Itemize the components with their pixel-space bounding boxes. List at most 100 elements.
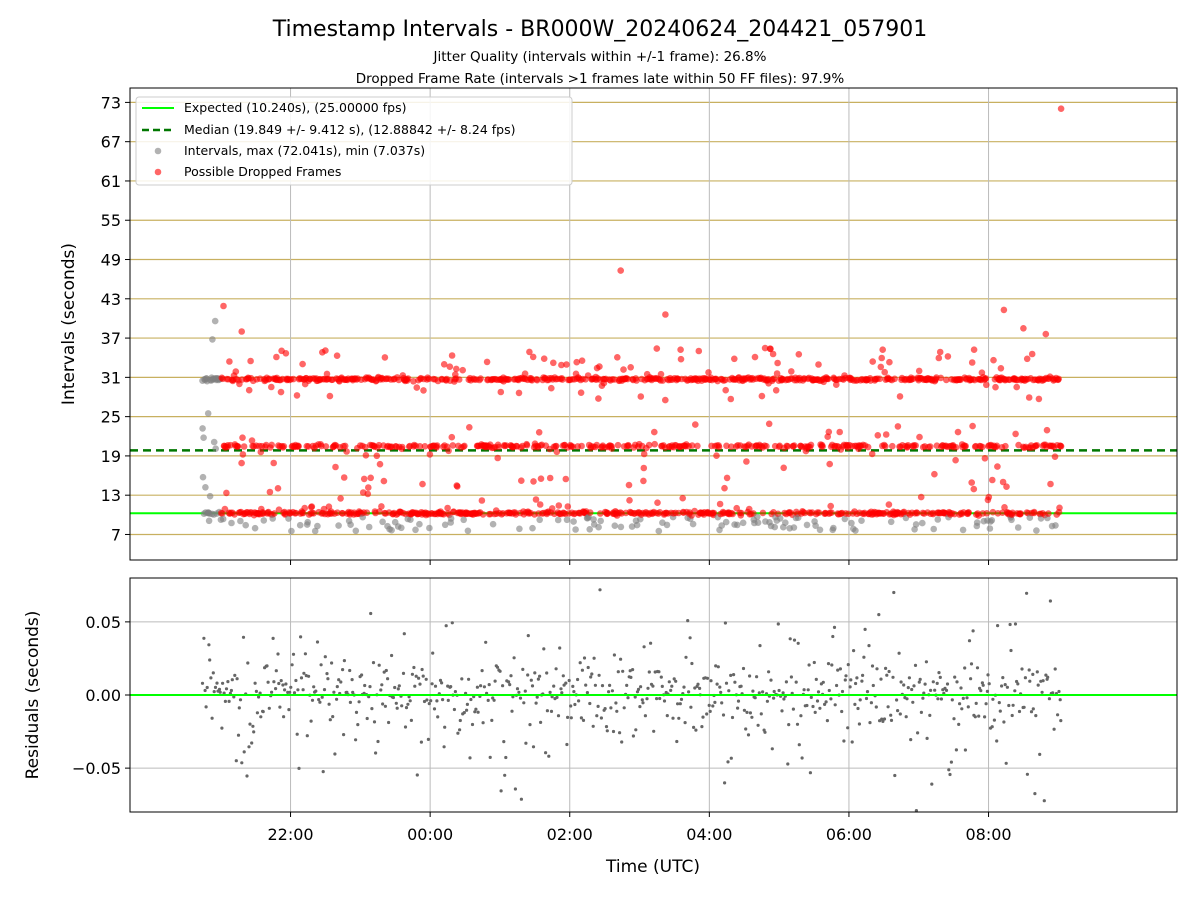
interval-point [478, 497, 486, 504]
residual-point [254, 689, 258, 694]
residual-point [910, 687, 914, 692]
residual-point [733, 680, 737, 684]
residual-point [406, 702, 410, 706]
residual-point [611, 729, 616, 734]
residual-point [420, 667, 424, 672]
residual-point [588, 701, 592, 706]
residual-point [492, 698, 496, 702]
residual-point [884, 666, 888, 671]
interval-point [533, 376, 541, 384]
interval-point [308, 503, 316, 510]
interval-point [657, 370, 665, 378]
residual-point [658, 696, 662, 701]
interval-point [379, 518, 386, 526]
interval-point [761, 344, 769, 352]
residual-point [573, 702, 577, 707]
residual-point [495, 665, 500, 669]
residual-point [475, 685, 479, 689]
residual-point [1000, 684, 1004, 688]
residual-point [885, 673, 889, 677]
residual-point [230, 678, 234, 682]
residual-point [456, 731, 460, 735]
interval-point [722, 386, 729, 394]
residual-point [1033, 792, 1037, 796]
interval-point [416, 443, 424, 450]
residual-point [818, 706, 822, 710]
residual-point [589, 675, 593, 679]
interval-point [836, 428, 843, 436]
residual-point [1008, 622, 1012, 627]
residual-point [1025, 772, 1029, 776]
interval-point [926, 443, 934, 450]
interval-point [489, 520, 497, 528]
residual-point [318, 700, 322, 704]
residual-point [612, 653, 617, 657]
interval-point-outlier [238, 328, 245, 335]
interval-point [239, 434, 246, 442]
interval-point-outlier [199, 425, 206, 432]
interval-point [322, 443, 330, 450]
residual-point [711, 704, 715, 708]
interval-point [879, 346, 886, 354]
residual-point [855, 676, 859, 680]
top-y-ticks: 7 13 19 25 31 37 43 49 55 61 67 73 [101, 93, 130, 544]
interval-point [266, 488, 274, 496]
residual-point [510, 709, 514, 713]
interval-point [362, 443, 369, 451]
residual-point [522, 701, 526, 705]
residual-point [675, 739, 679, 744]
interval-point [969, 422, 976, 430]
residual-point [580, 668, 585, 672]
interval-point [210, 438, 218, 446]
residual-point [1002, 720, 1006, 724]
residual-point [529, 678, 533, 682]
interval-point [296, 521, 304, 529]
legend-dropped-swatch [154, 168, 162, 176]
interval-point [739, 519, 747, 527]
interval-point [240, 443, 248, 450]
residual-point [621, 669, 625, 673]
residual-point [1011, 703, 1015, 707]
interval-point [877, 363, 885, 371]
interval-point [376, 508, 383, 515]
interval-point [388, 526, 395, 534]
residual-point [467, 677, 471, 681]
residual-point [321, 770, 325, 774]
residual-point [449, 685, 453, 689]
bottom-y-tick-label: 0.00 [85, 686, 121, 705]
interval-point [562, 475, 570, 483]
interval-point [1035, 395, 1043, 403]
residual-point [792, 638, 797, 642]
interval-point [569, 443, 577, 451]
interval-point [322, 347, 329, 354]
interval-point [343, 448, 350, 455]
residual-point [930, 782, 934, 786]
top-reference-lines [130, 449, 1177, 515]
interval-point [200, 434, 207, 442]
interval-point [990, 356, 997, 364]
interval-point [271, 510, 278, 517]
interval-point [535, 429, 543, 436]
residual-point [979, 689, 983, 693]
residual-point [238, 698, 243, 702]
residual-point [383, 704, 387, 708]
residual-point [701, 715, 705, 719]
top-y-tick-label: 55 [101, 211, 121, 230]
residual-point [504, 755, 508, 760]
residual-point [622, 706, 626, 710]
residual-point [687, 690, 691, 694]
residual-point [534, 701, 538, 705]
residual-point [303, 652, 307, 656]
interval-point [548, 505, 556, 512]
residual-point [748, 711, 753, 715]
interval-point [248, 437, 256, 444]
interval-point [999, 478, 1007, 486]
residual-point [936, 697, 940, 701]
residual-point [750, 715, 754, 719]
interval-point [722, 518, 730, 526]
residual-point [995, 739, 999, 743]
interval-point [578, 357, 586, 365]
residual-point [237, 706, 241, 710]
interval-point [968, 359, 976, 366]
interval-point [464, 527, 472, 535]
